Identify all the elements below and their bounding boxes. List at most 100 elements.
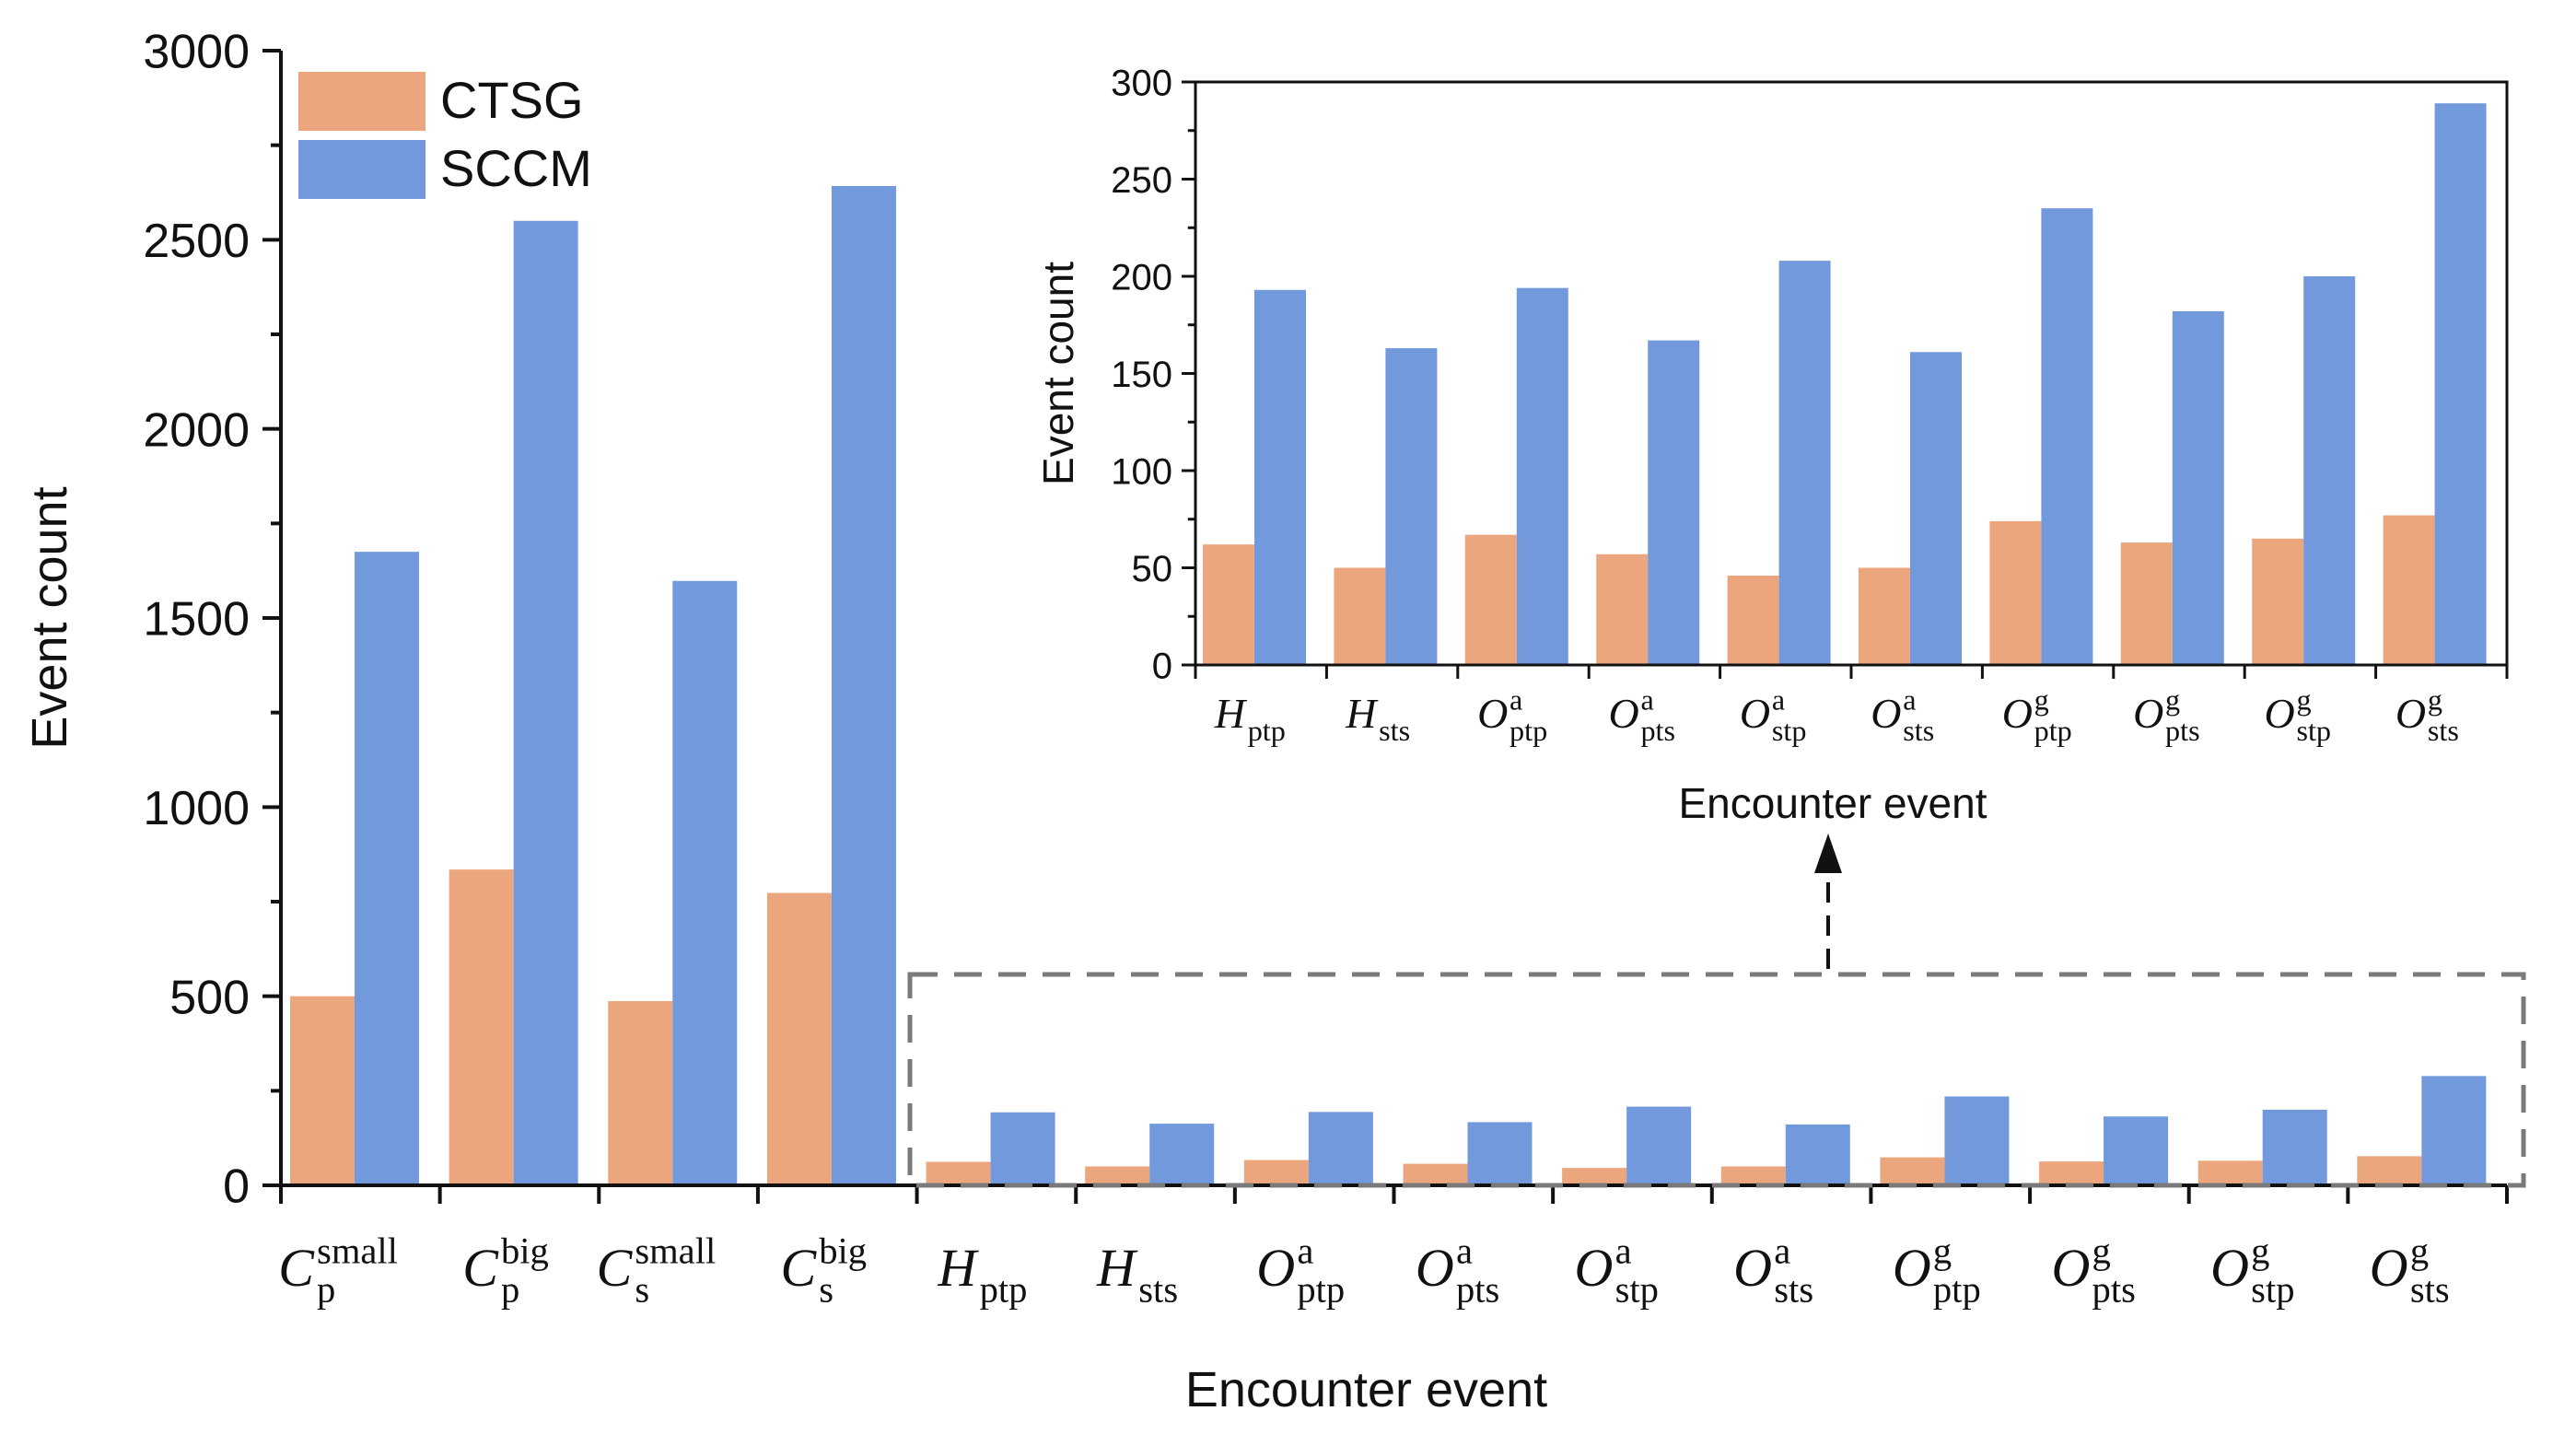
main-bar-ctsg-5 (1085, 1166, 1150, 1185)
main-bar-ctsg-12 (2197, 1160, 2263, 1185)
category-subscript: ptp (980, 1268, 1028, 1310)
category-base: O (1740, 690, 1770, 737)
category-superscript: g (2428, 683, 2442, 717)
category-superscript: a (1456, 1230, 1473, 1272)
category-superscript: a (1509, 683, 1522, 717)
category-subscript: s (635, 1268, 649, 1310)
category-base: H (1345, 690, 1379, 737)
category-base: O (2264, 690, 2294, 737)
main-bar-ctsg-2 (608, 1001, 673, 1185)
category-superscript: small (635, 1230, 716, 1272)
main-bar-sccm-6 (1308, 1112, 1373, 1185)
category-subscript: ptp (1248, 714, 1286, 747)
category-subscript: ptp (1933, 1268, 1981, 1310)
category-base: O (1733, 1238, 1772, 1298)
main-bar-sccm-10 (1944, 1096, 2010, 1185)
category-base: C (462, 1238, 499, 1298)
category-base: H (937, 1238, 979, 1298)
main-bar-sccm-11 (2104, 1116, 2169, 1185)
main-bar-sccm-12 (2262, 1109, 2327, 1185)
category-base: O (2370, 1238, 2408, 1298)
inset-y-tick-label: 250 (1111, 160, 1172, 201)
zoom-region-box (907, 972, 2526, 1188)
inset-y-tick-label: 200 (1111, 257, 1172, 297)
category-base: O (1871, 690, 1901, 737)
category-superscript: g (2092, 1230, 2111, 1272)
main-bar-sccm-4 (990, 1112, 1055, 1185)
category-subscript: p (501, 1268, 519, 1310)
main-bar-sccm-3 (831, 186, 896, 1185)
category-base: O (2051, 1238, 2090, 1298)
inset-bar-sccm-5 (1910, 352, 1962, 665)
main-bar-ctsg-4 (926, 1161, 991, 1185)
inset-y-tick-label: 0 (1152, 646, 1172, 686)
category-subscript: ptp (1509, 714, 1547, 747)
category-superscript: big (501, 1230, 549, 1272)
main-bar-sccm-13 (2421, 1076, 2487, 1185)
main-bar-ctsg-13 (2357, 1156, 2422, 1185)
main-bar-sccm-2 (672, 580, 738, 1185)
inset-bar-sccm-4 (1778, 261, 1831, 665)
category-subscript: ptp (2034, 714, 2072, 747)
inset-bar-ctsg-2 (1464, 534, 1517, 665)
category-base: O (1575, 1238, 1614, 1298)
category-subscript: sts (2428, 714, 2459, 747)
main-bar-ctsg-11 (2039, 1161, 2104, 1185)
category-superscript: a (1640, 683, 1653, 717)
category-base: O (1477, 690, 1508, 737)
inset-bar-sccm-6 (2041, 208, 2093, 665)
category-base: O (2210, 1238, 2249, 1298)
main-bar-sccm-1 (513, 220, 578, 1185)
main-y-tick-label: 500 (169, 971, 250, 1024)
main-y-tick-label: 1000 (143, 782, 250, 835)
inset-bar-ctsg-3 (1596, 554, 1649, 665)
inset-bar-ctsg-7 (2120, 542, 2173, 665)
category-subscript: stp (2296, 714, 2331, 747)
main-bar-sccm-5 (1149, 1124, 1215, 1185)
legend: CTSG SCCM (298, 71, 592, 199)
inset-bar-ctsg-6 (1989, 520, 2042, 665)
main-y-tick-label: 3000 (143, 26, 250, 79)
inset-bar-ctsg-5 (1859, 567, 1910, 665)
category-superscript: a (1774, 1230, 1790, 1272)
category-subscript: ptp (1297, 1268, 1345, 1310)
category-base: O (2395, 690, 2426, 737)
main-bar-ctsg-9 (1720, 1166, 1786, 1185)
category-subscript: sts (1774, 1268, 1813, 1310)
main-bars (290, 186, 2487, 1185)
category-subscript: sts (1903, 714, 1934, 747)
main-bar-ctsg-1 (449, 869, 514, 1185)
category-subscript: stp (1772, 714, 1807, 747)
category-base: H (1096, 1238, 1138, 1298)
main-bar-ctsg-10 (1880, 1157, 1945, 1185)
inset-bars (1203, 103, 2487, 665)
category-base: C (597, 1238, 634, 1298)
category-superscript: g (2251, 1230, 2269, 1272)
inset-y-tick-label: 300 (1111, 63, 1172, 103)
category-superscript: g (2034, 683, 2049, 717)
category-base: O (1256, 1238, 1295, 1298)
main-y-tick-label: 1500 (143, 593, 250, 647)
main-y-tick-label: 2000 (143, 403, 250, 457)
main-bar-sccm-8 (1626, 1106, 1692, 1185)
inset-bar-sccm-3 (1648, 340, 1700, 665)
main-bar-ctsg-7 (1403, 1163, 1468, 1185)
main-bar-ctsg-8 (1562, 1168, 1627, 1185)
